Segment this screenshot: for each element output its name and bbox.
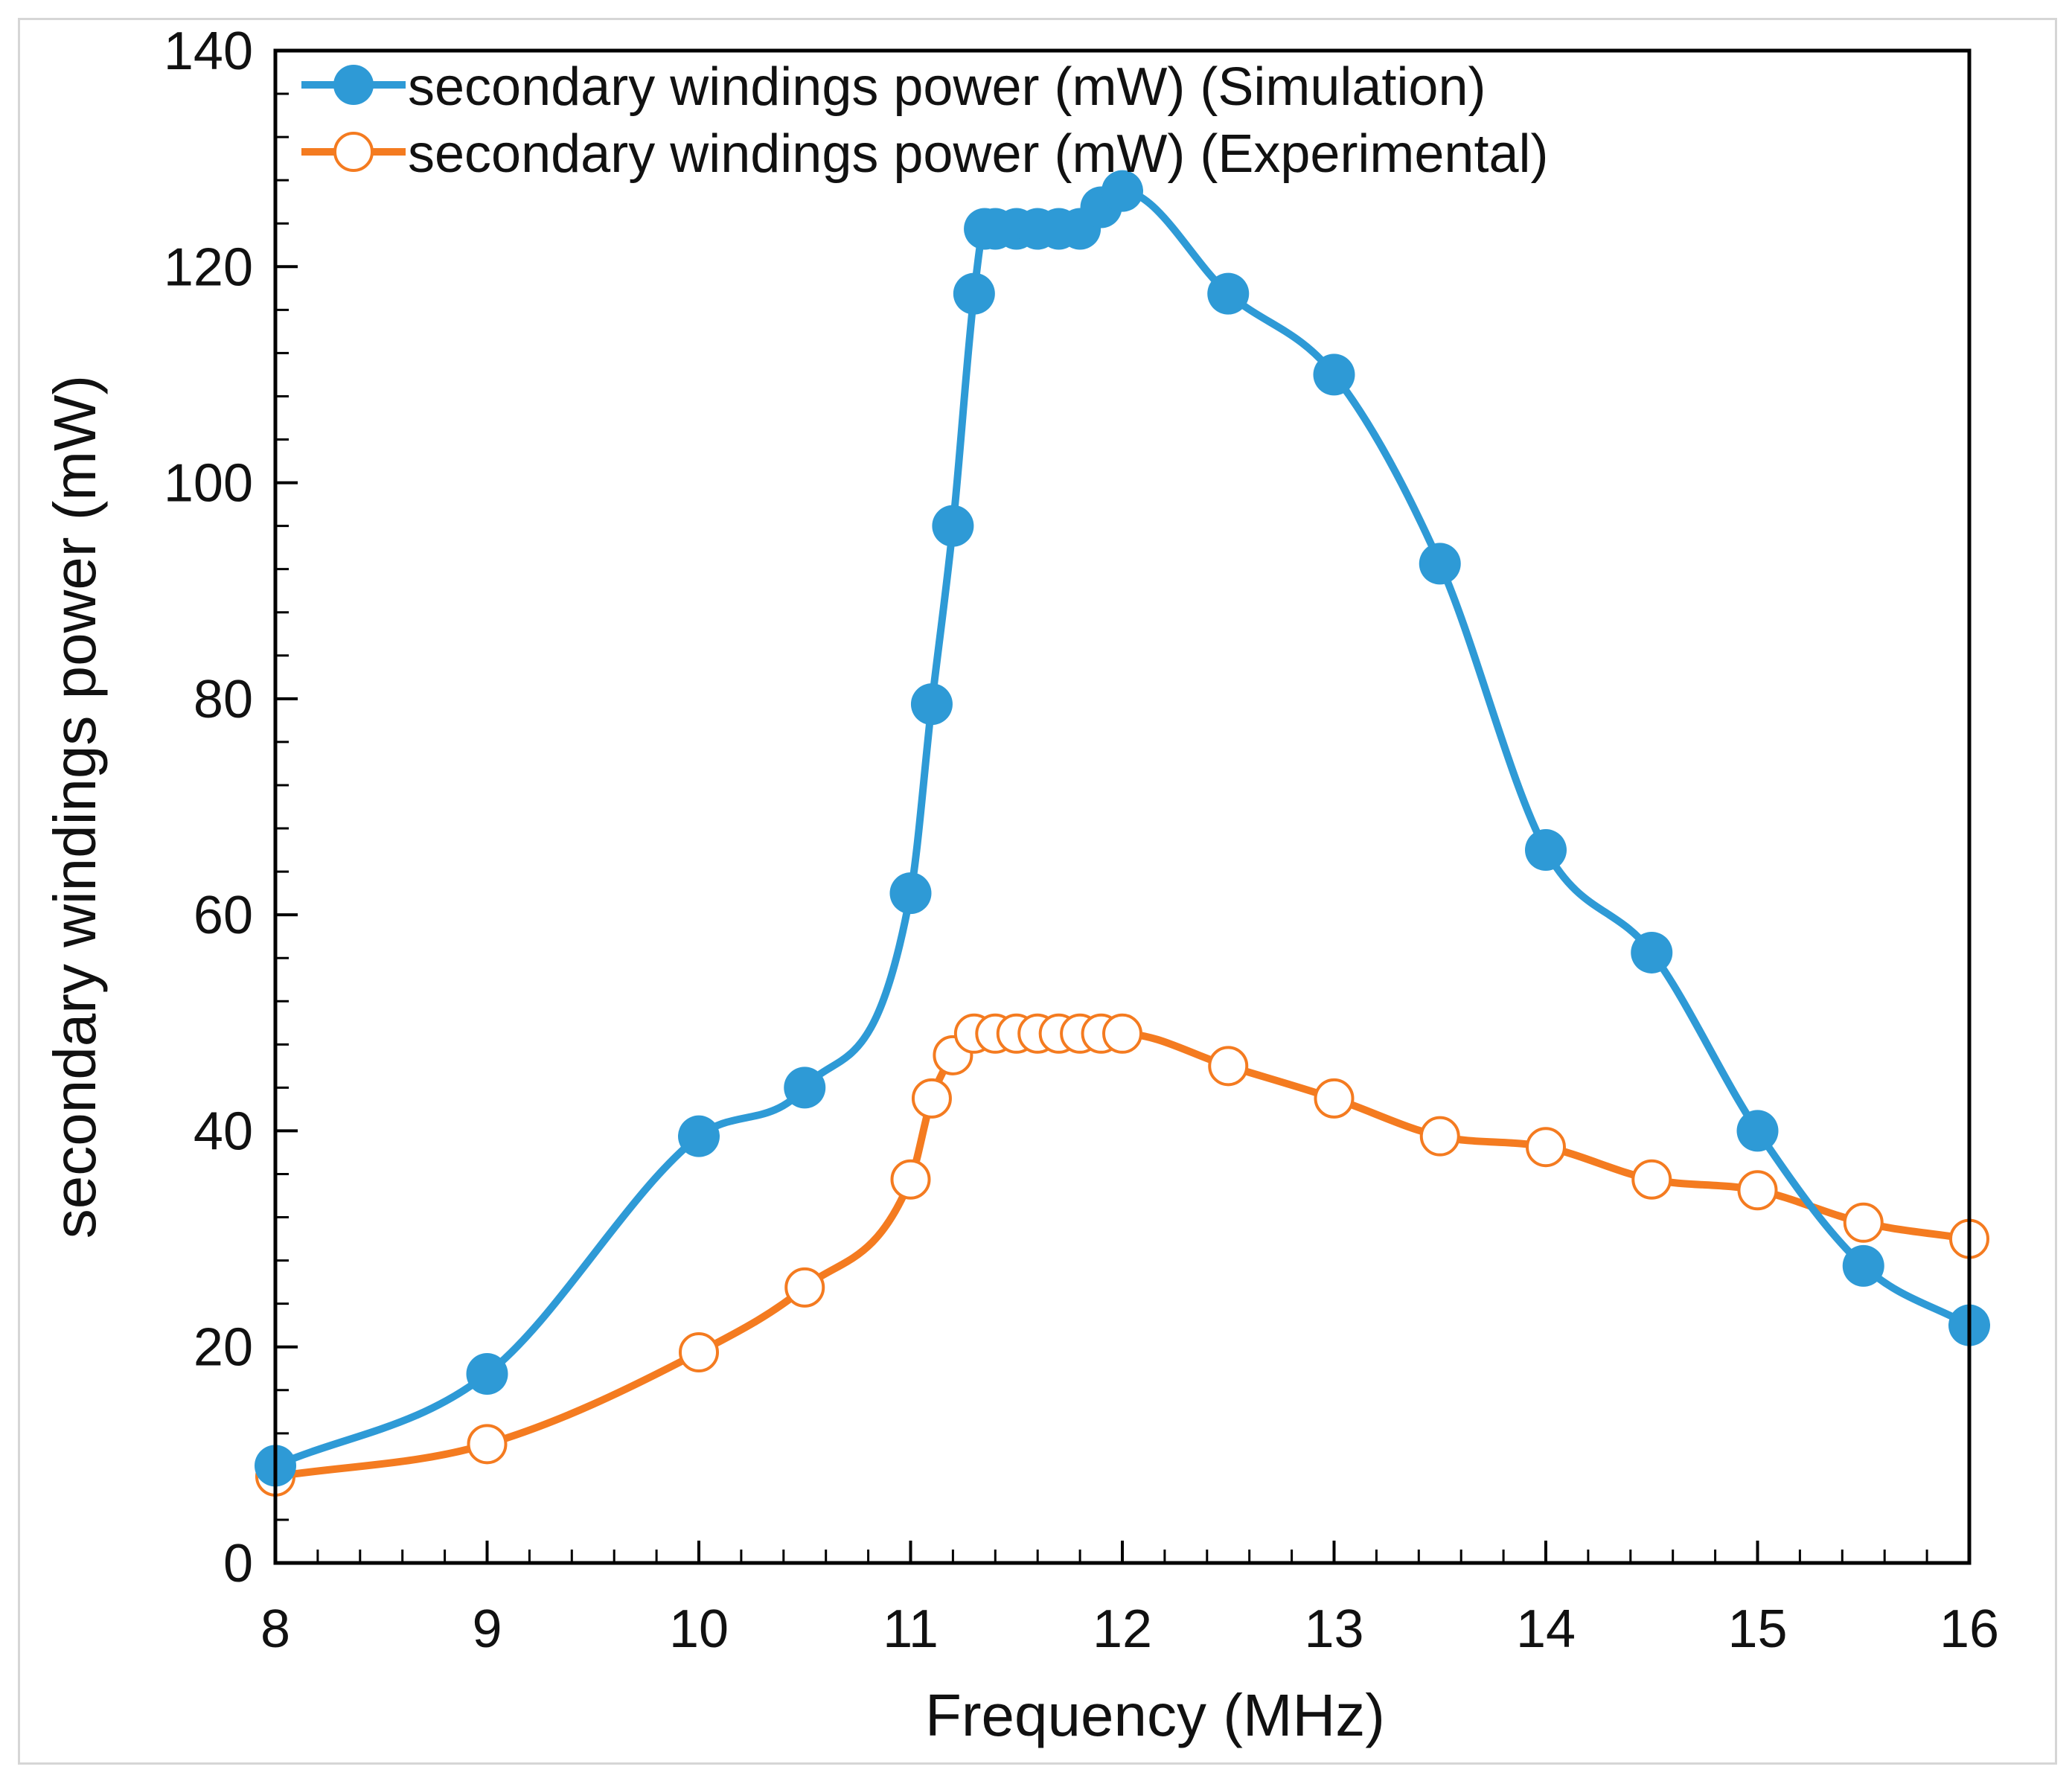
plot-area-frame: [273, 48, 1972, 1565]
data-point-experimental: [1737, 1170, 1778, 1211]
data-point-experimental: [784, 1267, 825, 1308]
data-point-simulation: [1736, 1110, 1779, 1152]
data-point-experimental: [911, 1078, 952, 1119]
series-line-simulation: [272, 187, 1973, 1470]
data-point-experimental: [1526, 1127, 1566, 1168]
legend-label-simulation: secondary windings power (mW) (Simulatio…: [408, 57, 1486, 117]
data-point-simulation: [1842, 1244, 1884, 1287]
x-tick-label: 8: [260, 1599, 290, 1659]
data-point-simulation: [889, 872, 932, 915]
x-tick-label: 11: [883, 1599, 939, 1659]
legend-marker-experimental: [333, 132, 374, 172]
y-tick-label: 40: [194, 1102, 253, 1161]
data-point-experimental: [1843, 1202, 1884, 1243]
figure-frame: [18, 18, 2057, 1765]
data-point-simulation: [1419, 543, 1461, 585]
y-tick-label: 80: [194, 670, 253, 729]
data-point-simulation: [784, 1067, 826, 1109]
legend: secondary windings power (mW) (Simulatio…: [301, 57, 1549, 184]
legend-label-experimental: secondary windings power (mW) (Experimen…: [408, 124, 1549, 184]
data-point-simulation: [1101, 170, 1143, 212]
series-line-experimental: [272, 1029, 1973, 1480]
tick-labels-layer: 8 9 10 11 12 13 14 15 16 0 20 40 60 80 100 120 140: [164, 22, 1999, 1659]
y-tick-label: 120: [164, 237, 253, 297]
data-point-experimental: [1419, 1116, 1460, 1157]
data-point-experimental: [467, 1424, 508, 1465]
y-axis-label: secondary windings power (mW): [42, 375, 108, 1238]
x-axis-label: Frequency (MHz): [925, 1682, 1385, 1748]
y-tick-label: 140: [164, 22, 253, 81]
data-point-simulation: [1525, 829, 1567, 872]
data-point-experimental: [1314, 1078, 1355, 1119]
y-tick-label: 0: [223, 1534, 253, 1593]
data-point-simulation: [953, 272, 995, 315]
legend-marker-simulation: [333, 65, 374, 105]
data-point-simulation: [932, 505, 974, 547]
series-layer: [255, 170, 1990, 1497]
data-point-simulation: [678, 1115, 720, 1157]
y-tick-label: 20: [194, 1318, 253, 1378]
data-point-experimental: [1631, 1159, 1672, 1200]
x-tick-label: 14: [1516, 1599, 1576, 1659]
data-point-simulation: [1313, 354, 1355, 396]
x-tick-label: 16: [1940, 1599, 1999, 1659]
data-point-simulation: [1631, 931, 1673, 973]
data-point-experimental: [890, 1159, 931, 1200]
x-tick-label: 9: [472, 1599, 502, 1659]
x-tick-label: 12: [1093, 1599, 1152, 1659]
y-tick-label: 60: [194, 886, 253, 945]
x-tick-label: 15: [1727, 1599, 1787, 1659]
data-point-simulation: [466, 1353, 508, 1395]
data-point-experimental: [1102, 1013, 1142, 1054]
y-tick-label: 100: [164, 454, 253, 514]
data-point-simulation: [910, 683, 953, 726]
x-tick-label: 13: [1304, 1599, 1363, 1659]
data-point-simulation: [1207, 272, 1250, 315]
x-tick-label: 10: [669, 1599, 729, 1659]
data-point-experimental: [1208, 1046, 1249, 1087]
data-point-experimental: [679, 1331, 719, 1372]
